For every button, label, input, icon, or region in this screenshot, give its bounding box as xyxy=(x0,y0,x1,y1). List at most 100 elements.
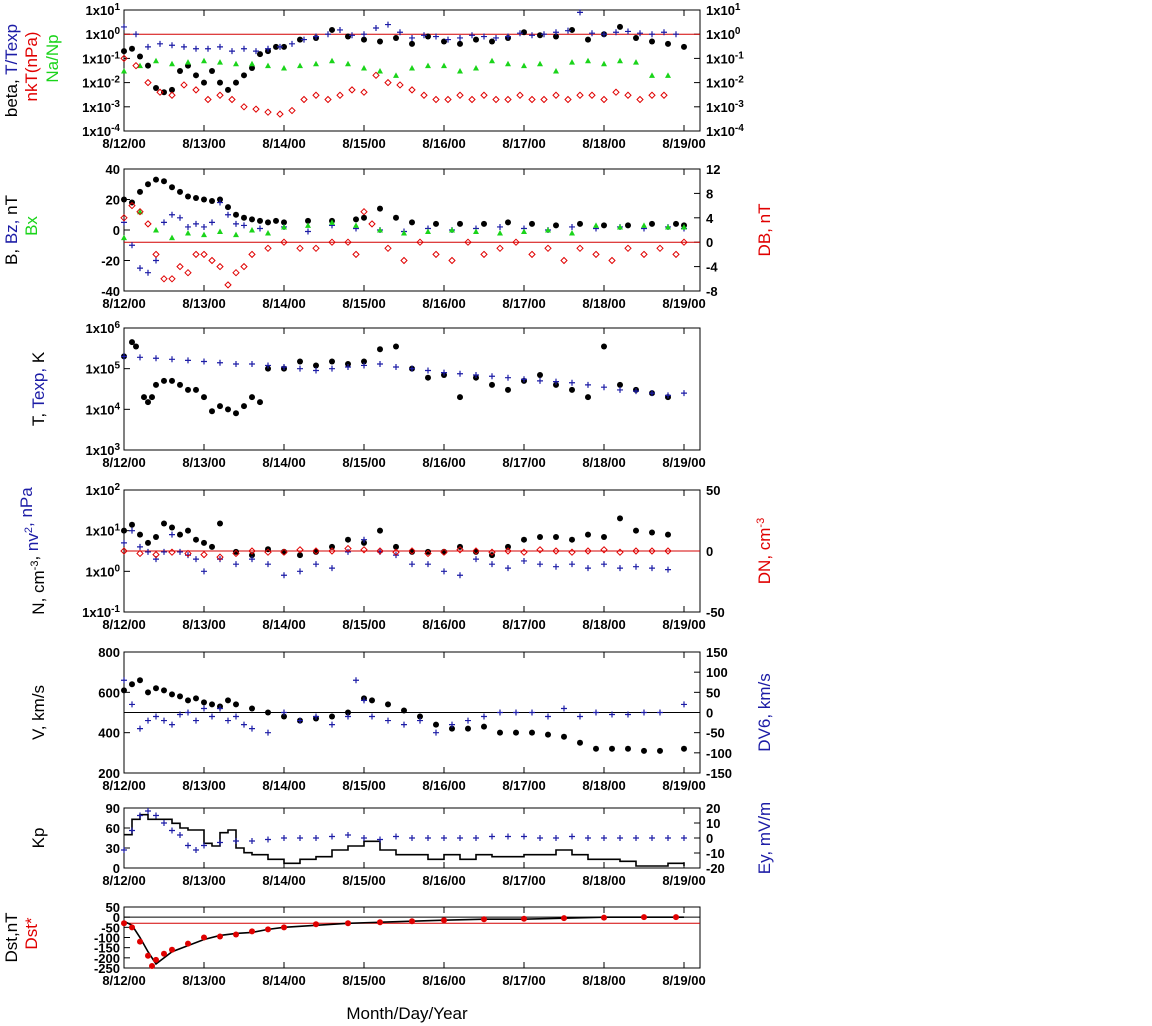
data-point xyxy=(649,835,655,841)
x-tick-label: 8/16/00 xyxy=(422,873,465,888)
data-point xyxy=(569,561,575,568)
series-beta-1 xyxy=(121,9,679,55)
data-point xyxy=(529,220,535,227)
data-point xyxy=(521,62,527,69)
data-point xyxy=(528,95,536,104)
data-point xyxy=(153,84,159,91)
x-tick-label: 8/19/00 xyxy=(662,455,705,470)
x-tick-label: 8/18/00 xyxy=(582,778,625,793)
data-point xyxy=(312,547,320,555)
series-V-1 xyxy=(121,677,687,736)
data-point xyxy=(665,72,671,78)
data-point xyxy=(313,60,319,67)
data-point xyxy=(633,835,639,841)
data-point xyxy=(585,57,591,64)
y-tick-label: 400 xyxy=(98,726,120,741)
data-point xyxy=(193,847,199,853)
data-point xyxy=(217,705,223,712)
data-point xyxy=(353,677,359,684)
data-point xyxy=(377,68,383,74)
data-point xyxy=(641,747,647,754)
data-point xyxy=(217,43,223,50)
data-point xyxy=(145,539,151,546)
data-point xyxy=(665,392,671,399)
data-point xyxy=(612,88,620,96)
data-point xyxy=(425,33,431,40)
data-point xyxy=(313,561,319,568)
data-point xyxy=(145,717,151,724)
data-point xyxy=(360,207,368,216)
data-point xyxy=(193,72,199,79)
data-point xyxy=(253,48,259,55)
data-point xyxy=(505,60,511,67)
data-point xyxy=(329,219,335,225)
data-point xyxy=(537,60,543,67)
x-tick-label: 8/14/00 xyxy=(262,455,305,470)
data-point xyxy=(600,95,608,104)
data-point xyxy=(545,227,551,233)
x-tick-label: 8/16/00 xyxy=(422,617,465,632)
data-point xyxy=(465,725,471,732)
data-point xyxy=(561,733,567,740)
data-point xyxy=(505,219,511,226)
data-point xyxy=(193,386,199,393)
data-point xyxy=(393,833,399,840)
data-point xyxy=(425,835,431,841)
data-point xyxy=(329,57,335,64)
data-point xyxy=(233,561,239,568)
data-point xyxy=(569,536,575,543)
data-point xyxy=(264,548,272,556)
data-point xyxy=(264,244,272,253)
data-point xyxy=(240,262,248,271)
right-tick-label: -20 xyxy=(706,861,725,876)
x-tick-label: 8/15/00 xyxy=(342,296,385,311)
data-point xyxy=(432,95,440,104)
data-point xyxy=(577,713,583,720)
data-point xyxy=(169,531,175,538)
data-point xyxy=(569,833,575,840)
data-point xyxy=(457,40,463,47)
y-tick-label: 1x104 xyxy=(86,401,121,417)
data-point xyxy=(161,717,167,724)
data-point xyxy=(681,390,687,397)
data-point xyxy=(640,250,648,259)
data-point xyxy=(417,713,423,720)
data-point xyxy=(361,36,367,43)
y-tick-label: -100 xyxy=(94,931,120,946)
data-point xyxy=(601,835,607,841)
data-point xyxy=(457,68,463,74)
data-point xyxy=(504,95,512,104)
data-point xyxy=(372,71,380,80)
data-point xyxy=(361,65,367,71)
y-tick-label: 50 xyxy=(106,900,120,915)
data-point xyxy=(601,31,607,38)
data-point xyxy=(136,207,144,216)
data-point xyxy=(169,184,175,191)
data-point xyxy=(145,952,151,959)
data-point xyxy=(409,34,415,41)
data-point xyxy=(233,211,239,218)
data-point xyxy=(241,222,247,229)
data-point xyxy=(129,242,135,249)
data-point xyxy=(361,539,367,546)
data-point xyxy=(588,91,596,99)
data-point xyxy=(616,548,624,556)
data-point xyxy=(456,546,464,554)
right-axis-label-B: DB, nT xyxy=(755,204,774,257)
data-point xyxy=(513,709,519,716)
data-point xyxy=(229,48,235,55)
data-point xyxy=(193,220,199,227)
data-point xyxy=(592,250,600,259)
data-point xyxy=(241,403,247,410)
data-point xyxy=(217,228,223,235)
data-point xyxy=(569,379,575,386)
data-point xyxy=(665,40,671,47)
data-point xyxy=(149,394,155,401)
series-T-1 xyxy=(121,353,687,399)
data-point xyxy=(161,89,167,96)
data-point xyxy=(577,9,583,16)
x-tick-label: 8/13/00 xyxy=(182,973,225,988)
data-point xyxy=(377,38,383,45)
data-point xyxy=(521,557,527,564)
data-point xyxy=(345,709,351,716)
